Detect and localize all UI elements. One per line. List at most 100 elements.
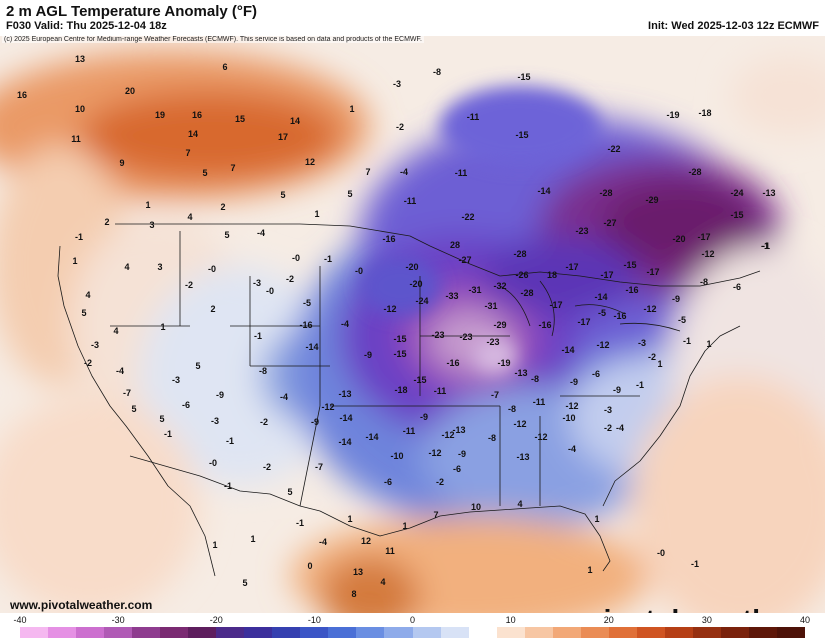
anomaly-label: 5 bbox=[280, 190, 285, 200]
anomaly-label: 8 bbox=[351, 589, 356, 599]
anomaly-label: -2 bbox=[263, 462, 271, 472]
anomaly-label: -8 bbox=[488, 433, 496, 443]
anomaly-label: -11 bbox=[404, 196, 417, 206]
anomaly-label: -13 bbox=[762, 188, 775, 198]
anomaly-label: 4 bbox=[187, 212, 192, 222]
anomaly-label: -20 bbox=[409, 279, 422, 289]
anomaly-label: -9 bbox=[613, 385, 621, 395]
anomaly-label: 5 bbox=[242, 578, 247, 588]
colorbar-swatch bbox=[132, 627, 161, 638]
mexico-border bbox=[129, 455, 301, 507]
anomaly-label: 1 bbox=[402, 521, 407, 531]
colorbar-swatch bbox=[188, 627, 217, 638]
anomaly-label: 28 bbox=[450, 240, 460, 250]
anomaly-label: -26 bbox=[515, 270, 528, 280]
anomaly-label: 2 bbox=[210, 304, 215, 314]
anomaly-label: 19 bbox=[155, 110, 165, 120]
anomaly-label: -31 bbox=[484, 301, 497, 311]
anomaly-label: -28 bbox=[520, 288, 533, 298]
anomaly-label: -13 bbox=[338, 389, 351, 399]
anomaly-label: -17 bbox=[600, 270, 613, 280]
anomaly-label: -4 bbox=[341, 319, 349, 329]
anomaly-label: -1 bbox=[691, 559, 699, 569]
anomaly-label: -1 bbox=[636, 380, 644, 390]
anomaly-label: -7 bbox=[123, 388, 131, 398]
anomaly-label: -6 bbox=[384, 477, 392, 487]
anomaly-label: -2 bbox=[436, 477, 444, 487]
anomaly-label: -23 bbox=[431, 330, 444, 340]
state-lines bbox=[110, 231, 640, 507]
anomaly-label: 1 bbox=[212, 540, 217, 550]
anomaly-label: -1 bbox=[762, 241, 770, 251]
website-link[interactable]: www.pivotalweather.com bbox=[10, 598, 153, 612]
anomaly-label: -2 bbox=[84, 358, 92, 368]
anomaly-label: 5 bbox=[81, 308, 86, 318]
anomaly-label: 2 bbox=[104, 217, 109, 227]
anomaly-label: -12 bbox=[441, 430, 454, 440]
anomaly-label: -14 bbox=[339, 413, 352, 423]
anomaly-label: -2 bbox=[260, 417, 268, 427]
anomaly-label: 1 bbox=[594, 514, 599, 524]
colorbar-tick: 40 bbox=[799, 615, 811, 625]
anomaly-label: -23 bbox=[459, 332, 472, 342]
coastline-west bbox=[57, 245, 216, 577]
init-time: Init: Wed 2025-12-03 12z ECMWF bbox=[648, 20, 819, 32]
anomaly-label: -1 bbox=[224, 481, 232, 491]
anomaly-label: 2 bbox=[220, 202, 225, 212]
anomaly-label: -0 bbox=[292, 253, 300, 263]
anomaly-label: -4 bbox=[400, 167, 408, 177]
anomaly-label: 10 bbox=[471, 502, 481, 512]
anomaly-label: -15 bbox=[393, 334, 406, 344]
anomaly-label: -13 bbox=[514, 368, 527, 378]
anomaly-label: 3 bbox=[149, 220, 154, 230]
anomaly-label: -16 bbox=[299, 320, 312, 330]
anomaly-label: -28 bbox=[513, 249, 526, 259]
anomaly-label: 7 bbox=[433, 510, 438, 520]
anomaly-label: -13 bbox=[516, 452, 529, 462]
anomaly-label: -11 bbox=[533, 397, 546, 407]
colorbar-swatch bbox=[440, 627, 470, 638]
anomaly-label: -16 bbox=[382, 234, 395, 244]
anomaly-label: -4 bbox=[616, 423, 624, 433]
anomaly-label: 13 bbox=[353, 567, 363, 577]
anomaly-label: 1 bbox=[347, 514, 352, 524]
anomaly-label: -14 bbox=[305, 342, 318, 352]
anomaly-label: -18 bbox=[394, 385, 407, 395]
colorbar-swatch bbox=[48, 627, 77, 638]
anomaly-label: -0 bbox=[209, 458, 217, 468]
anomaly-label: -12 bbox=[513, 419, 526, 429]
anomaly-label: 11 bbox=[385, 546, 395, 556]
anomaly-label: 20 bbox=[125, 86, 135, 96]
anomaly-label: -19 bbox=[666, 110, 679, 120]
header: 2 m AGL Temperature Anomaly (°F) F030 Va… bbox=[0, 0, 825, 36]
anomaly-label: 14 bbox=[188, 129, 198, 139]
colorbar-tick: 30 bbox=[701, 615, 712, 625]
anomaly-label: -16 bbox=[538, 320, 551, 330]
colorbar: -40 -30 -20 -10 0 10 20 30 40 bbox=[0, 613, 825, 638]
anomaly-label: -3 bbox=[91, 340, 99, 350]
anomaly-label: -12 bbox=[428, 448, 441, 458]
anomaly-label: -6 bbox=[453, 464, 461, 474]
anomaly-label: 1 bbox=[72, 256, 77, 266]
anomaly-label: -15 bbox=[730, 210, 743, 220]
colorbar-swatch bbox=[160, 627, 189, 638]
colorbar-tick: -20 bbox=[209, 615, 223, 625]
anomaly-label: -3 bbox=[393, 79, 401, 89]
anomaly-label: -13 bbox=[452, 425, 465, 435]
anomaly-label: -12 bbox=[643, 304, 656, 314]
anomaly-label: 5 bbox=[159, 414, 164, 424]
anomaly-label: -8 bbox=[259, 366, 267, 376]
anomaly-label: -23 bbox=[575, 226, 588, 236]
anomaly-label: -27 bbox=[603, 218, 616, 228]
colorbar-swatch bbox=[244, 627, 273, 638]
anomaly-label: -2 bbox=[286, 274, 294, 284]
us-canada-border bbox=[115, 223, 761, 287]
anomaly-label: -28 bbox=[688, 167, 701, 177]
anomaly-label: 5 bbox=[202, 168, 207, 178]
anomaly-label: -15 bbox=[517, 72, 530, 82]
anomaly-label: -15 bbox=[515, 130, 528, 140]
anomaly-label: -9 bbox=[672, 294, 680, 304]
anomaly-label: 10 bbox=[75, 104, 85, 114]
anomaly-label: 7 bbox=[365, 167, 370, 177]
